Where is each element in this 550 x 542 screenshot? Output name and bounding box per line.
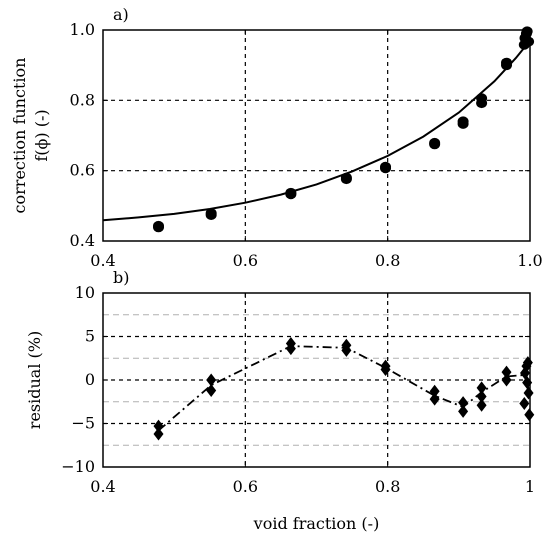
panel-a-correction-function: 0.4 0.6 0.8 1.0 0.4 0.6 0.8 1.0 a) correction fun… [10,5,543,270]
plot-frame [102,29,531,242]
y-tick-label: 0.8 [70,90,95,109]
data-point [476,98,488,109]
y-tick-label: 1.0 [70,20,95,39]
y-axis-title-line-2: f(ϕ) (-) [32,109,51,161]
data-point [457,118,469,129]
y-tick-label: 0 [85,370,95,389]
panel-label: a) [113,5,129,24]
data-point [458,404,469,418]
x-tick-label: 0.8 [375,251,400,270]
data-point [380,163,392,174]
data-point [429,384,440,398]
data-point [458,396,469,410]
y-tick-label: −5 [71,414,95,433]
y-tick-label: 5 [85,327,95,346]
data-point [522,356,533,370]
data-point [429,139,441,150]
x-tick-label: 1.0 [517,251,542,270]
y-axis-title-line-1: correction function [10,58,29,214]
data-point [519,396,530,410]
data-point [501,373,512,387]
x-tick-label: 0.4 [90,251,115,270]
data-point [340,174,352,185]
fit-curve [102,39,531,222]
data-point [380,363,391,377]
trend-line [157,345,531,432]
data-point [524,408,535,422]
data-point [476,398,487,412]
data-point [206,373,217,387]
x-tick-label: 0.8 [375,477,400,496]
x-tick-label: 0.4 [90,477,115,496]
data-point [341,343,352,357]
data-point [285,342,296,356]
data-point [501,60,513,71]
panel-label: b) [113,268,129,287]
x-tick-label: 0.6 [233,477,258,496]
data-point [429,392,440,406]
data-point [206,383,217,397]
data-point [153,419,164,433]
panel-b-residual: 0.4 0.6 0.8 1 −10 −5 0 5 10 b) residual (%) void fr… [25,268,535,533]
data-point [153,222,165,233]
data-point [205,209,217,220]
data-point [476,390,487,404]
data-point [476,381,487,395]
data-point [153,427,164,441]
y-tick-label: 0.4 [70,231,95,250]
data-point [523,386,534,400]
x-tick-label: 1 [525,477,535,496]
data-point [521,26,533,37]
data-point [501,365,512,379]
x-tick-label: 0.6 [233,251,258,270]
y-tick-label: 0.6 [70,161,95,180]
y-tick-label: −10 [61,457,95,476]
y-tick-label: 10 [75,283,95,302]
y-axis-title: residual (%) [25,331,44,429]
x-axis-title: void fraction (-) [253,514,380,533]
data-point [522,376,533,390]
